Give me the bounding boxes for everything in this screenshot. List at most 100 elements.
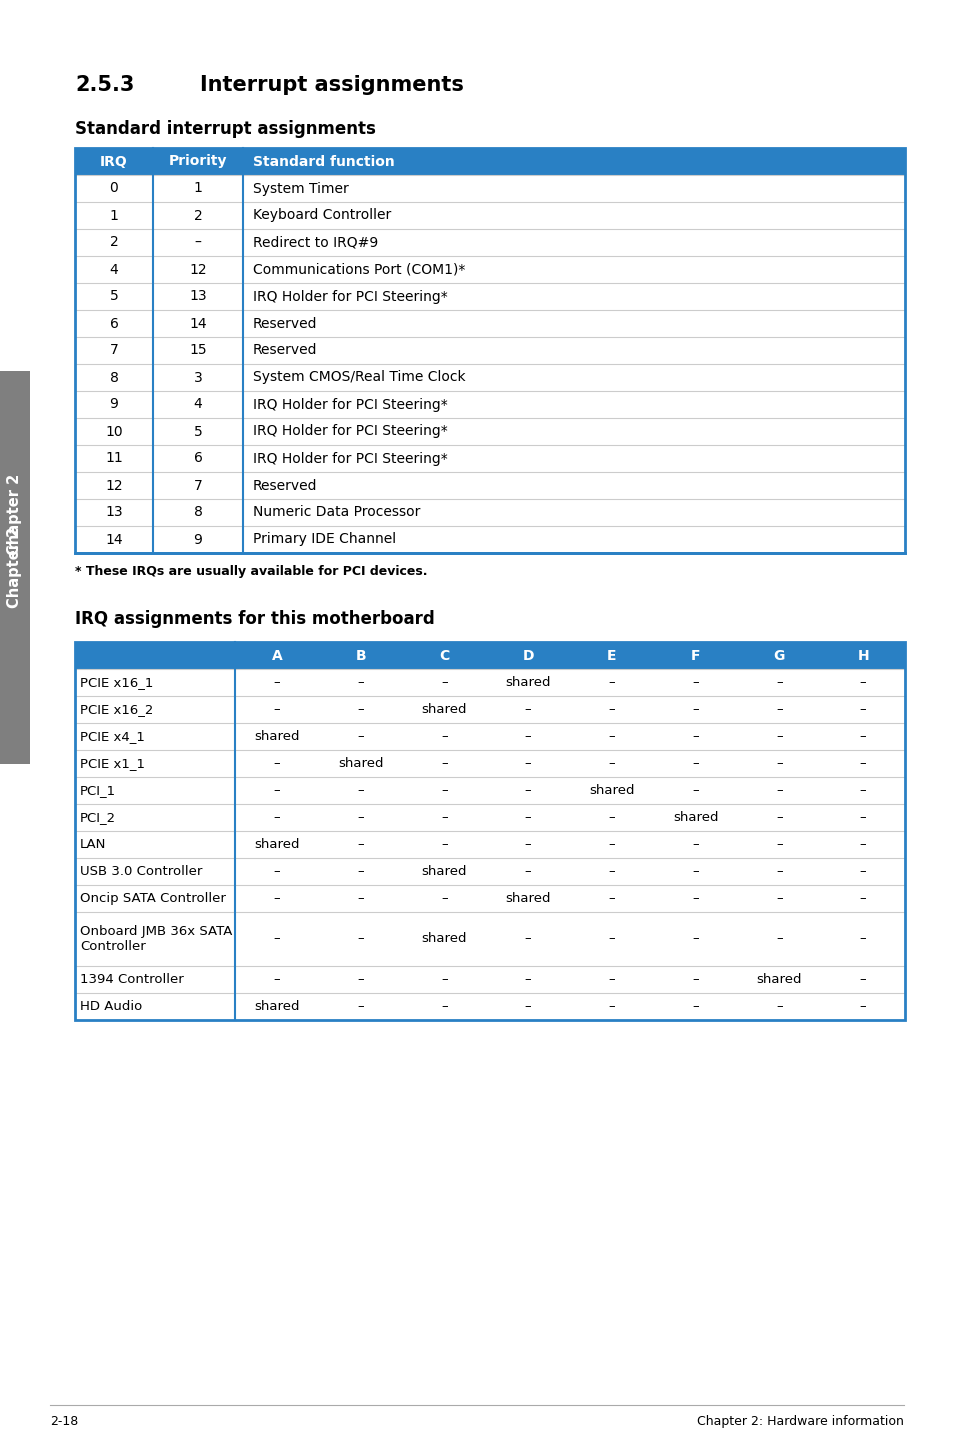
Text: –: – xyxy=(775,784,781,797)
Text: –: – xyxy=(692,838,699,851)
Text: Reserved: Reserved xyxy=(253,344,317,358)
Text: –: – xyxy=(357,676,363,689)
Text: –: – xyxy=(692,731,699,743)
Text: –: – xyxy=(274,784,280,797)
Text: 11: 11 xyxy=(105,452,123,466)
Text: –: – xyxy=(440,756,447,769)
Text: –: – xyxy=(692,974,699,986)
Text: 10: 10 xyxy=(105,424,123,439)
Text: 3: 3 xyxy=(193,371,202,384)
Text: –: – xyxy=(608,838,615,851)
Text: –: – xyxy=(859,676,865,689)
Text: 1: 1 xyxy=(110,209,118,223)
Text: shared: shared xyxy=(421,866,467,879)
Bar xyxy=(75,148,904,175)
Bar xyxy=(75,912,904,966)
Text: –: – xyxy=(524,866,531,879)
Text: shared: shared xyxy=(421,932,467,946)
Bar xyxy=(75,777,904,804)
Text: IRQ Holder for PCI Steering*: IRQ Holder for PCI Steering* xyxy=(253,289,447,303)
Text: –: – xyxy=(692,676,699,689)
Text: –: – xyxy=(692,703,699,716)
Text: System CMOS/Real Time Clock: System CMOS/Real Time Clock xyxy=(253,371,465,384)
Text: –: – xyxy=(524,838,531,851)
Text: –: – xyxy=(608,731,615,743)
Bar xyxy=(75,641,904,669)
Text: –: – xyxy=(859,974,865,986)
Text: shared: shared xyxy=(756,974,801,986)
Text: HD Audio: HD Audio xyxy=(80,999,142,1012)
Text: 5: 5 xyxy=(110,289,118,303)
Text: 14: 14 xyxy=(105,532,123,546)
Text: –: – xyxy=(859,784,865,797)
Text: IRQ Holder for PCI Steering*: IRQ Holder for PCI Steering* xyxy=(253,452,447,466)
Text: shared: shared xyxy=(505,892,550,905)
Text: –: – xyxy=(775,999,781,1012)
Bar xyxy=(75,966,904,994)
Text: 7: 7 xyxy=(110,344,118,358)
Text: IRQ Holder for PCI Steering*: IRQ Holder for PCI Steering* xyxy=(253,397,447,411)
Bar xyxy=(75,669,904,696)
Bar xyxy=(75,391,904,418)
Bar xyxy=(75,201,904,229)
Text: 1394 Controller: 1394 Controller xyxy=(80,974,184,986)
Text: –: – xyxy=(859,731,865,743)
Text: PCI_2: PCI_2 xyxy=(80,811,116,824)
Text: –: – xyxy=(357,731,363,743)
Bar xyxy=(75,696,904,723)
Text: PCIE x4_1: PCIE x4_1 xyxy=(80,731,145,743)
Text: –: – xyxy=(524,811,531,824)
Text: –: – xyxy=(859,932,865,946)
Text: 8: 8 xyxy=(193,506,202,519)
Bar xyxy=(75,884,904,912)
Text: PCIE x1_1: PCIE x1_1 xyxy=(80,756,145,769)
Text: 9: 9 xyxy=(110,397,118,411)
Bar xyxy=(75,858,904,884)
Text: Numeric Data Processor: Numeric Data Processor xyxy=(253,506,420,519)
Text: Reserved: Reserved xyxy=(253,316,317,331)
Bar xyxy=(75,499,904,526)
Text: –: – xyxy=(274,932,280,946)
Text: PCIE x16_1: PCIE x16_1 xyxy=(80,676,153,689)
Text: 13: 13 xyxy=(189,289,207,303)
Bar xyxy=(0,371,30,764)
Text: –: – xyxy=(440,676,447,689)
Text: PCI_1: PCI_1 xyxy=(80,784,116,797)
Bar xyxy=(75,148,904,554)
Text: –: – xyxy=(775,811,781,824)
Text: –: – xyxy=(274,756,280,769)
Text: –: – xyxy=(194,236,201,250)
Text: –: – xyxy=(274,703,280,716)
Text: –: – xyxy=(859,703,865,716)
Text: Priority: Priority xyxy=(169,154,227,168)
Text: shared: shared xyxy=(421,703,467,716)
Text: –: – xyxy=(859,838,865,851)
Text: –: – xyxy=(692,999,699,1012)
Bar xyxy=(75,444,904,472)
Text: Interrupt assignments: Interrupt assignments xyxy=(200,75,463,95)
Text: 4: 4 xyxy=(193,397,202,411)
Text: –: – xyxy=(524,974,531,986)
Text: –: – xyxy=(440,811,447,824)
Text: Primary IDE Channel: Primary IDE Channel xyxy=(253,532,395,546)
Text: –: – xyxy=(608,811,615,824)
Text: –: – xyxy=(608,756,615,769)
Text: Chapter 2: Chapter 2 xyxy=(8,526,23,608)
Text: IRQ: IRQ xyxy=(100,154,128,168)
Text: –: – xyxy=(524,731,531,743)
Text: PCIE x16_2: PCIE x16_2 xyxy=(80,703,153,716)
Text: 6: 6 xyxy=(193,452,202,466)
Text: –: – xyxy=(608,892,615,905)
Text: LAN: LAN xyxy=(80,838,107,851)
Text: –: – xyxy=(274,974,280,986)
Text: Standard function: Standard function xyxy=(253,154,395,168)
Text: –: – xyxy=(524,756,531,769)
Text: F: F xyxy=(690,649,700,663)
Text: H: H xyxy=(857,649,868,663)
Text: –: – xyxy=(775,703,781,716)
Text: –: – xyxy=(274,892,280,905)
Text: –: – xyxy=(357,974,363,986)
Text: –: – xyxy=(524,784,531,797)
Text: 2: 2 xyxy=(193,209,202,223)
Text: Communications Port (COM1)*: Communications Port (COM1)* xyxy=(253,263,465,276)
